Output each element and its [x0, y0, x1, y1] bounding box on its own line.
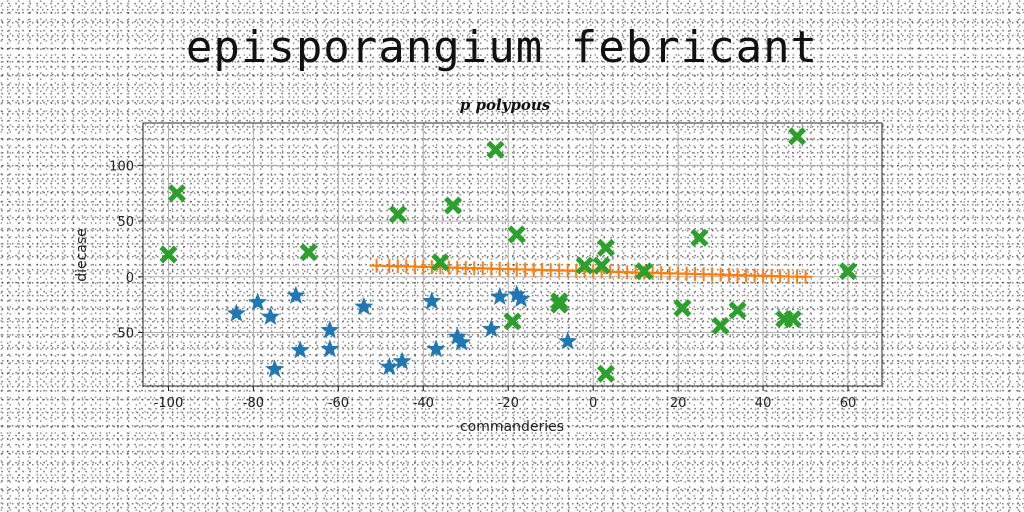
x-point — [592, 256, 611, 275]
x-point — [299, 243, 318, 262]
plot-area — [159, 127, 858, 383]
x-point — [507, 225, 526, 244]
x-point — [839, 262, 858, 281]
star-point — [248, 292, 268, 311]
x-tick-label: -80 — [243, 396, 264, 411]
plus-point — [798, 269, 813, 284]
x-point — [486, 140, 505, 159]
star-point — [511, 289, 531, 308]
x-point — [711, 316, 730, 335]
figure-title: episporangium febricant — [185, 22, 819, 73]
x-point — [635, 262, 654, 281]
y-axis-label: diecase — [74, 228, 90, 282]
x-point — [503, 312, 522, 331]
star-point — [260, 306, 280, 325]
star-point — [481, 319, 501, 338]
x-point — [783, 310, 802, 329]
x-point — [673, 298, 692, 317]
x-point — [596, 238, 615, 257]
star-point — [320, 320, 340, 339]
x-point — [388, 205, 407, 224]
x-point — [550, 295, 569, 314]
x-point — [431, 253, 450, 272]
plus-point — [369, 258, 384, 273]
y-tick-label: 100 — [109, 159, 134, 174]
x-point — [788, 127, 807, 146]
x-point — [159, 245, 178, 264]
star-point — [379, 357, 399, 376]
x-tick-label: 0 — [589, 396, 597, 411]
x-point — [575, 256, 594, 275]
y-tick-label: -50 — [113, 327, 134, 342]
star-point — [265, 359, 285, 378]
star-point — [290, 340, 310, 359]
star-point — [447, 326, 467, 346]
series-0 — [226, 284, 578, 378]
series-2 — [159, 127, 858, 383]
plot-frame — [142, 122, 883, 387]
star-point — [426, 339, 446, 358]
x-tick-label: 40 — [755, 396, 772, 411]
x-point — [596, 364, 615, 383]
x-tick-label: -100 — [154, 396, 184, 411]
x-tick-label: 20 — [670, 396, 687, 411]
star-point — [558, 331, 578, 350]
star-point — [392, 351, 412, 370]
y-tick-label: 0 — [126, 271, 134, 286]
y-tick-label: 50 — [117, 215, 134, 230]
x-point — [444, 196, 463, 215]
star-point — [320, 339, 340, 358]
star-point — [286, 285, 306, 304]
x-tick-label: -60 — [328, 396, 349, 411]
star-point — [422, 291, 442, 310]
star-point — [226, 303, 246, 322]
star-point — [490, 286, 510, 305]
grid-lines — [143, 123, 882, 386]
star-point — [354, 296, 374, 315]
x-point — [167, 184, 186, 203]
star-point — [507, 284, 527, 303]
x-tick-label: 60 — [840, 396, 857, 411]
x-tick-label: -40 — [413, 396, 434, 411]
x-point — [690, 228, 709, 247]
x-point — [728, 301, 747, 320]
chart-subtitle: p polypous — [460, 96, 551, 114]
x-tick-label: -20 — [498, 396, 519, 411]
axis-ticks: -100 -80 -60 -40 -20 0 20 40 60 -50 0 50 100 — [109, 159, 856, 411]
star-point — [452, 332, 472, 351]
x-axis-label: commanderies — [460, 419, 564, 435]
